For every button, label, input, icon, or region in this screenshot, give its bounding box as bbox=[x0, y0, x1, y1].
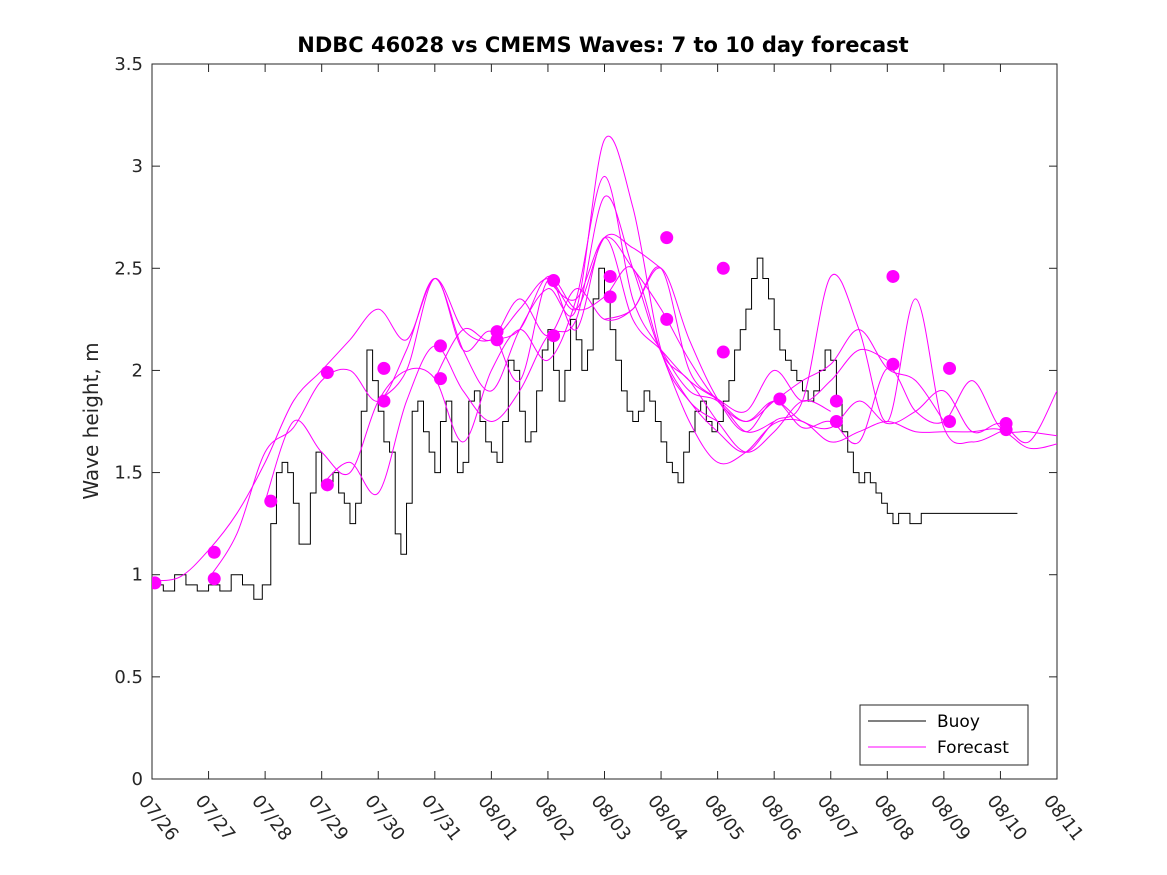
forecast-marker bbox=[603, 290, 617, 304]
forecast-marker bbox=[660, 231, 674, 245]
forecast-marker bbox=[886, 269, 900, 283]
y-tick-label: 3.5 bbox=[114, 54, 143, 75]
forecast-marker bbox=[547, 329, 561, 343]
forecast-line bbox=[264, 175, 775, 502]
y-tick-label: 1.5 bbox=[114, 463, 143, 484]
forecast-marker bbox=[660, 312, 674, 326]
y-tick-label: 0.5 bbox=[114, 667, 143, 688]
legend: Buoy Forecast bbox=[859, 704, 1029, 766]
forecast-marker bbox=[716, 345, 730, 359]
forecast-line bbox=[321, 195, 831, 496]
axes-box bbox=[151, 63, 1058, 780]
forecast-marker bbox=[716, 261, 730, 275]
chart-title: NDBC 46028 vs CMEMS Waves: 7 to 10 day f… bbox=[297, 33, 908, 57]
forecast-marker bbox=[433, 339, 447, 353]
forecast-marker bbox=[547, 274, 561, 288]
forecast-line bbox=[208, 135, 718, 580]
forecast-marker bbox=[207, 572, 221, 586]
y-tick-label: 1 bbox=[132, 565, 143, 586]
y-tick-label: 2.5 bbox=[114, 258, 143, 279]
y-tick-label: 3 bbox=[132, 156, 143, 177]
plot-area: 00.511.522.533.507/26 07/27 07/28 07/29 07/3… bbox=[114, 54, 1087, 845]
series-group bbox=[152, 135, 1057, 600]
forecast-marker bbox=[264, 494, 278, 508]
forecast-marker bbox=[773, 392, 787, 406]
forecast-line bbox=[377, 237, 888, 413]
legend-box bbox=[859, 704, 1029, 766]
forecast-line bbox=[660, 351, 1057, 465]
forecast-marker bbox=[829, 415, 843, 428]
legend-label: Buoy bbox=[937, 712, 980, 732]
legend-label: Forecast bbox=[937, 738, 1009, 758]
forecast-marker bbox=[377, 361, 391, 375]
y-axis-label: Wave height, m bbox=[79, 342, 103, 499]
y-tick-label: 2 bbox=[132, 360, 143, 381]
forecast-marker bbox=[886, 357, 900, 371]
forecast-marker bbox=[829, 394, 843, 408]
forecast-marker bbox=[377, 394, 391, 408]
forecast-marker bbox=[490, 333, 504, 347]
forecast-marker bbox=[320, 365, 334, 379]
forecast-marker bbox=[207, 545, 221, 559]
forecast-marker bbox=[999, 423, 1013, 437]
forecast-marker bbox=[320, 478, 334, 492]
forecast-marker bbox=[943, 361, 957, 375]
y-tick-label: 0 bbox=[132, 769, 143, 790]
forecast-marker bbox=[943, 415, 957, 428]
forecast-marker bbox=[152, 576, 162, 590]
forecast-marker bbox=[433, 372, 447, 386]
forecast-marker bbox=[603, 269, 617, 283]
